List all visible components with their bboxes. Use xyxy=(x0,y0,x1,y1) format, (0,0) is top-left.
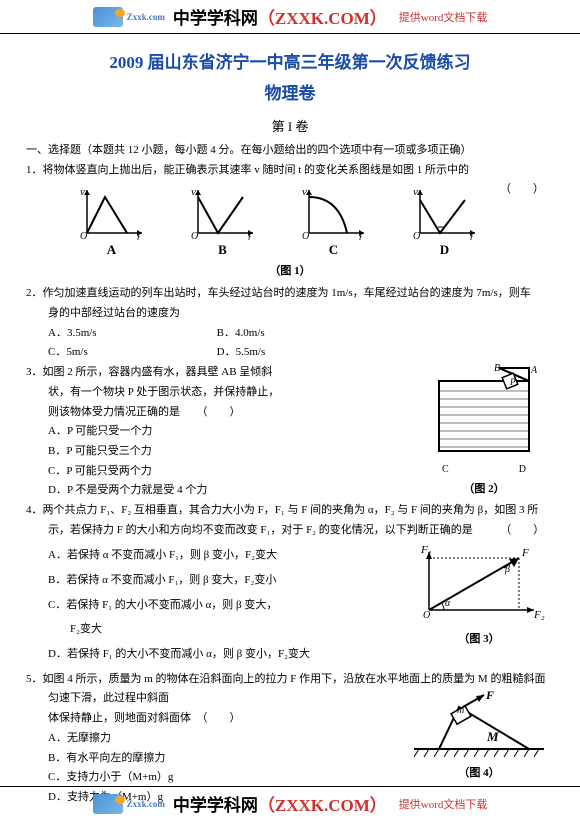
q4-fig-label: （图 3） xyxy=(404,630,554,646)
q2-optA: A．3.5m/s xyxy=(48,324,217,343)
q5-fig-label: （图 4） xyxy=(404,764,554,780)
page-footer: Zxxk.com 中学学科网 （ZXXK.COM） 提供word文档下载 xyxy=(0,786,580,820)
graph-b: v O t B xyxy=(188,185,258,258)
q3-figure: P A B xyxy=(424,363,544,458)
svg-text:P: P xyxy=(509,377,516,387)
svg-text:v: v xyxy=(80,186,85,198)
q2-optD: D．5.5m/s xyxy=(217,343,386,362)
footer-logo-icon xyxy=(93,794,123,814)
svg-text:O: O xyxy=(80,231,87,240)
q5-b: B．有水平向左的摩擦力 xyxy=(26,749,404,768)
svg-text:O: O xyxy=(302,231,309,240)
svg-text:B: B xyxy=(494,363,500,374)
section-header: 第 I 卷 xyxy=(26,116,554,135)
q4-t1: 4．两个共点力 F₁、F₂ 互相垂直，其合力大小为 F，F₁ 与 F 间的夹角为… xyxy=(26,501,554,520)
footer-site-name: 中学学科网 xyxy=(173,791,258,816)
q1-body: 1．将物体竖直向上抛出后，能正确表示其速率 v 随时间 t 的变化关系图线是如图… xyxy=(26,164,469,176)
graph-a-svg: v O t xyxy=(77,185,147,240)
q4-c2: F₂变大 xyxy=(26,620,404,639)
svg-text:t: t xyxy=(248,233,251,240)
q2-text2: 身的中部经过站台的速度为 xyxy=(26,304,554,323)
q5-a: A．无摩擦力 xyxy=(26,729,404,748)
svg-text:O: O xyxy=(191,231,198,240)
q4-fig-col: F₁ F F₂ α β O （图 3） xyxy=(404,540,554,669)
svg-text:α: α xyxy=(445,598,451,609)
q4-row: A．若保持 α 不变而减小 F₁，则 β 变小，F₂变大 B．若保持 α 不变而… xyxy=(26,540,554,669)
graph-d-svg: v O t xyxy=(410,185,480,240)
svg-text:t: t xyxy=(359,233,362,240)
title-line1: 2009 届山东省济宁一中高三年级第一次反馈练习 xyxy=(26,48,554,73)
svg-text:F₁: F₁ xyxy=(420,544,432,556)
svg-text:F₂: F₂ xyxy=(533,609,545,621)
q5-t3: 体保持静止，则地面对斜面体 （ ） xyxy=(26,709,404,728)
graph-a-label: A xyxy=(77,242,147,258)
q3-c: C．P 可能只受两个力 xyxy=(26,462,414,481)
svg-text:M: M xyxy=(486,729,499,744)
q2-optC: C．5m/s xyxy=(48,343,217,362)
q4-text-col: A．若保持 α 不变而减小 F₁，则 β 变小，F₂变大 B．若保持 α 不变而… xyxy=(26,540,404,669)
site-name: 中学学科网 xyxy=(173,4,258,29)
title-line2: 物理卷 xyxy=(26,79,554,104)
document-content: 2009 届山东省济宁一中高三年级第一次反馈练习 物理卷 第 I 卷 一、选择题… xyxy=(0,34,580,808)
footer-logo: Zxxk.com xyxy=(93,794,165,814)
q3-row: 3．如图 2 所示，容器内盛有水，器具壁 AB 呈倾斜 状，有一个物块 P 处于… xyxy=(26,363,554,501)
q3-fig-col: P A B C D （图 2） xyxy=(414,363,554,501)
page-header: Zxxk.com 中学学科网 （ZXXK.COM） 提供word文档下载 xyxy=(0,0,580,34)
graph-c-label: C xyxy=(299,242,369,258)
q2-optB: B．4.0m/s xyxy=(217,324,386,343)
q4-c: C．若保持 F₁ 的大小不变而减小 α，则 β 变大， xyxy=(26,596,404,615)
q5-figure: F m M xyxy=(409,689,549,759)
footer-download-text: 提供word文档下载 xyxy=(399,796,488,812)
q4-figure: F₁ F F₂ α β O xyxy=(409,540,549,625)
q1-fig-label: （图 1） xyxy=(26,262,554,278)
q1-text: 1．将物体竖直向上抛出后，能正确表示其速率 v 随时间 t 的变化关系图线是如图… xyxy=(26,161,554,180)
footer-site-url: （ZXXK.COM） xyxy=(258,791,387,816)
q3-fig-label: （图 2） xyxy=(414,480,554,496)
q5-t2: 匀速下滑，此过程中斜面 xyxy=(26,689,404,708)
svg-text:F: F xyxy=(521,547,529,559)
logo-icon xyxy=(93,7,123,27)
q4-b: B．若保持 α 不变而减小 F₁，则 β 变大，F₂变小 xyxy=(26,571,404,590)
svg-text:O: O xyxy=(423,610,430,621)
graph-a: v O t A xyxy=(77,185,147,258)
logo-text: Zxxk.com xyxy=(127,12,165,22)
svg-text:A: A xyxy=(530,365,538,376)
q3-t3: 则该物体受力情况正确的是 （ ） xyxy=(26,403,414,422)
q5-c: C．支持力小于（M+m）g xyxy=(26,768,404,787)
q4-t2: 示，若保持力 F 的大小和方向均不变而改变 F₁，对于 F₂ 的变化情况，以下判… xyxy=(26,521,554,540)
svg-text:O: O xyxy=(413,231,420,240)
svg-text:β: β xyxy=(504,564,510,575)
q3-a: A．P 可能只受一个力 xyxy=(26,422,414,441)
logo: Zxxk.com xyxy=(93,7,165,27)
footer-logo-text: Zxxk.com xyxy=(127,799,165,809)
svg-text:F: F xyxy=(485,689,494,702)
svg-text:v: v xyxy=(302,186,307,198)
q3-text-col: 3．如图 2 所示，容器内盛有水，器具壁 AB 呈倾斜 状，有一个物块 P 处于… xyxy=(26,363,414,501)
q3-d: D．P 不是受两个力就是受 4 个力 xyxy=(26,481,414,500)
svg-text:v: v xyxy=(191,186,196,198)
q5-t1: 5．如图 4 所示，质量为 m 的物体在沿斜面向上的拉力 F 作用下，沿放在水平… xyxy=(26,670,554,689)
q3-b: B．P 可能只受三个力 xyxy=(26,442,414,461)
graph-c: v O t C xyxy=(299,185,369,258)
q1-graphs: v O t A v O t B xyxy=(56,185,500,258)
svg-text:m: m xyxy=(457,705,464,716)
graph-c-svg: v O t xyxy=(299,185,369,240)
svg-text:t: t xyxy=(470,233,473,240)
q3-cd: C D xyxy=(414,461,554,478)
q3-t2: 状，有一个物块 P 处于图示状态，并保持静止， xyxy=(26,383,414,402)
graph-b-svg: v O t xyxy=(188,185,258,240)
svg-text:v: v xyxy=(413,186,418,198)
q2-text: 2．作匀加速直线运动的列车出站时，车头经过站台时的速度为 1m/s，车尾经过站台… xyxy=(26,284,554,303)
q4-a: A．若保持 α 不变而减小 F₁，则 β 变小，F₂变大 xyxy=(26,546,404,565)
graph-d: v O t D xyxy=(410,185,480,258)
download-text: 提供word文档下载 xyxy=(399,9,488,25)
intro-text: 一、选择题（本题共 12 小题，每小题 4 分。在每小题给出的四个选项中有一项或… xyxy=(26,141,554,160)
site-url: （ZXXK.COM） xyxy=(258,4,387,29)
q2-opts: A．3.5m/sB．4.0m/s C．5m/sD．5.5m/s xyxy=(26,324,554,362)
graph-b-label: B xyxy=(188,242,258,258)
svg-text:t: t xyxy=(137,233,140,240)
q4-d: D．若保持 F₁ 的大小不变而减小 α，则 β 变小，F₂变大 xyxy=(26,645,404,664)
graph-d-label: D xyxy=(410,242,480,258)
q3-t1: 3．如图 2 所示，容器内盛有水，器具壁 AB 呈倾斜 xyxy=(26,363,414,382)
